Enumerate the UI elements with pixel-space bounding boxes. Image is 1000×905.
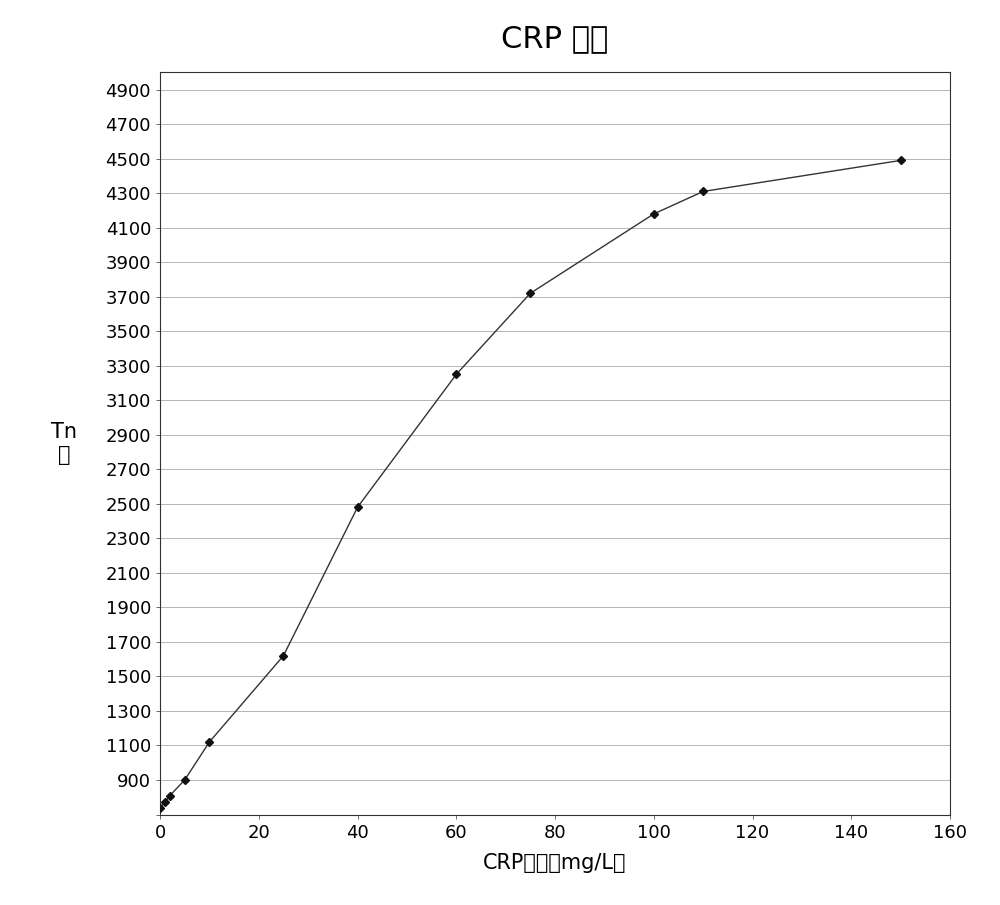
X-axis label: CRP浓度（mg/L）: CRP浓度（mg/L） — [483, 853, 627, 872]
Title: CRP 曲线: CRP 曲线 — [501, 24, 609, 53]
Y-axis label: Tn
値: Tn 値 — [51, 422, 77, 465]
